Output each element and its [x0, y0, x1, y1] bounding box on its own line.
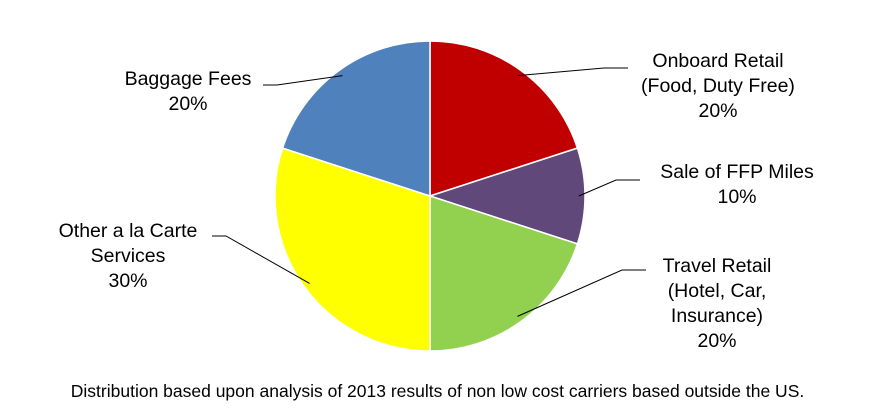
pie-slices [274, 40, 586, 352]
slice-value-label: 30% [108, 270, 147, 292]
pie-slice-other-a-la-carte-services [274, 147, 431, 352]
pie-chart: Onboard Retail (Food, Duty Free) 20% Sale o… [59, 40, 814, 352]
chart-caption: Distribution based upon analysis of 2013… [70, 381, 805, 401]
slice-label-other-a-la-carte-services: Other a la Carte Services 30% [59, 220, 198, 292]
slice-name-line: Baggage Fees [125, 68, 252, 90]
pie-slice-sale-of-ffp-miles [427, 147, 586, 245]
slice-label-baggage-fees: Baggage Fees 20% [125, 68, 252, 115]
slice-label-onboard-retail: Onboard Retail (Food, Duty Free) 20% [641, 50, 795, 122]
pie-slice-travel-retail [429, 194, 579, 352]
leader-line-baggage-fees [263, 75, 343, 86]
slice-name-line: Onboard Retail [652, 50, 783, 72]
pie-slice-baggage-fees [281, 40, 431, 198]
slice-name-line: (Food, Duty Free) [641, 75, 795, 97]
slice-value-label: 10% [717, 186, 756, 208]
slice-name-line: (Hotel, Car, [668, 280, 767, 302]
slice-name-line: Sale of FFP Miles [660, 161, 814, 183]
leader-line-sale-of-ffp-miles [578, 179, 640, 197]
slice-name-line: Insurance) [671, 305, 763, 327]
slice-label-sale-of-ffp-miles: Sale of FFP Miles 10% [660, 161, 814, 208]
leader-line-travel-retail [517, 269, 646, 317]
slice-name-line: Other a la Carte [59, 220, 198, 242]
pie-slice-onboard-retail [429, 40, 579, 198]
leader-line-other-a-la-carte-services [212, 235, 310, 284]
slice-labels: Onboard Retail (Food, Duty Free) 20% Sale o… [59, 50, 814, 352]
slice-value-label: 20% [697, 330, 736, 352]
slice-value-label: 20% [168, 93, 207, 115]
slice-value-label: 20% [698, 100, 737, 122]
slice-label-travel-retail: Travel Retail (Hotel, Car, Insurance) 20% [663, 255, 772, 352]
slice-name-line: Travel Retail [663, 255, 772, 277]
slice-name-line: Services [91, 245, 166, 267]
leader-lines [212, 67, 646, 317]
leader-line-onboard-retail [517, 67, 628, 77]
